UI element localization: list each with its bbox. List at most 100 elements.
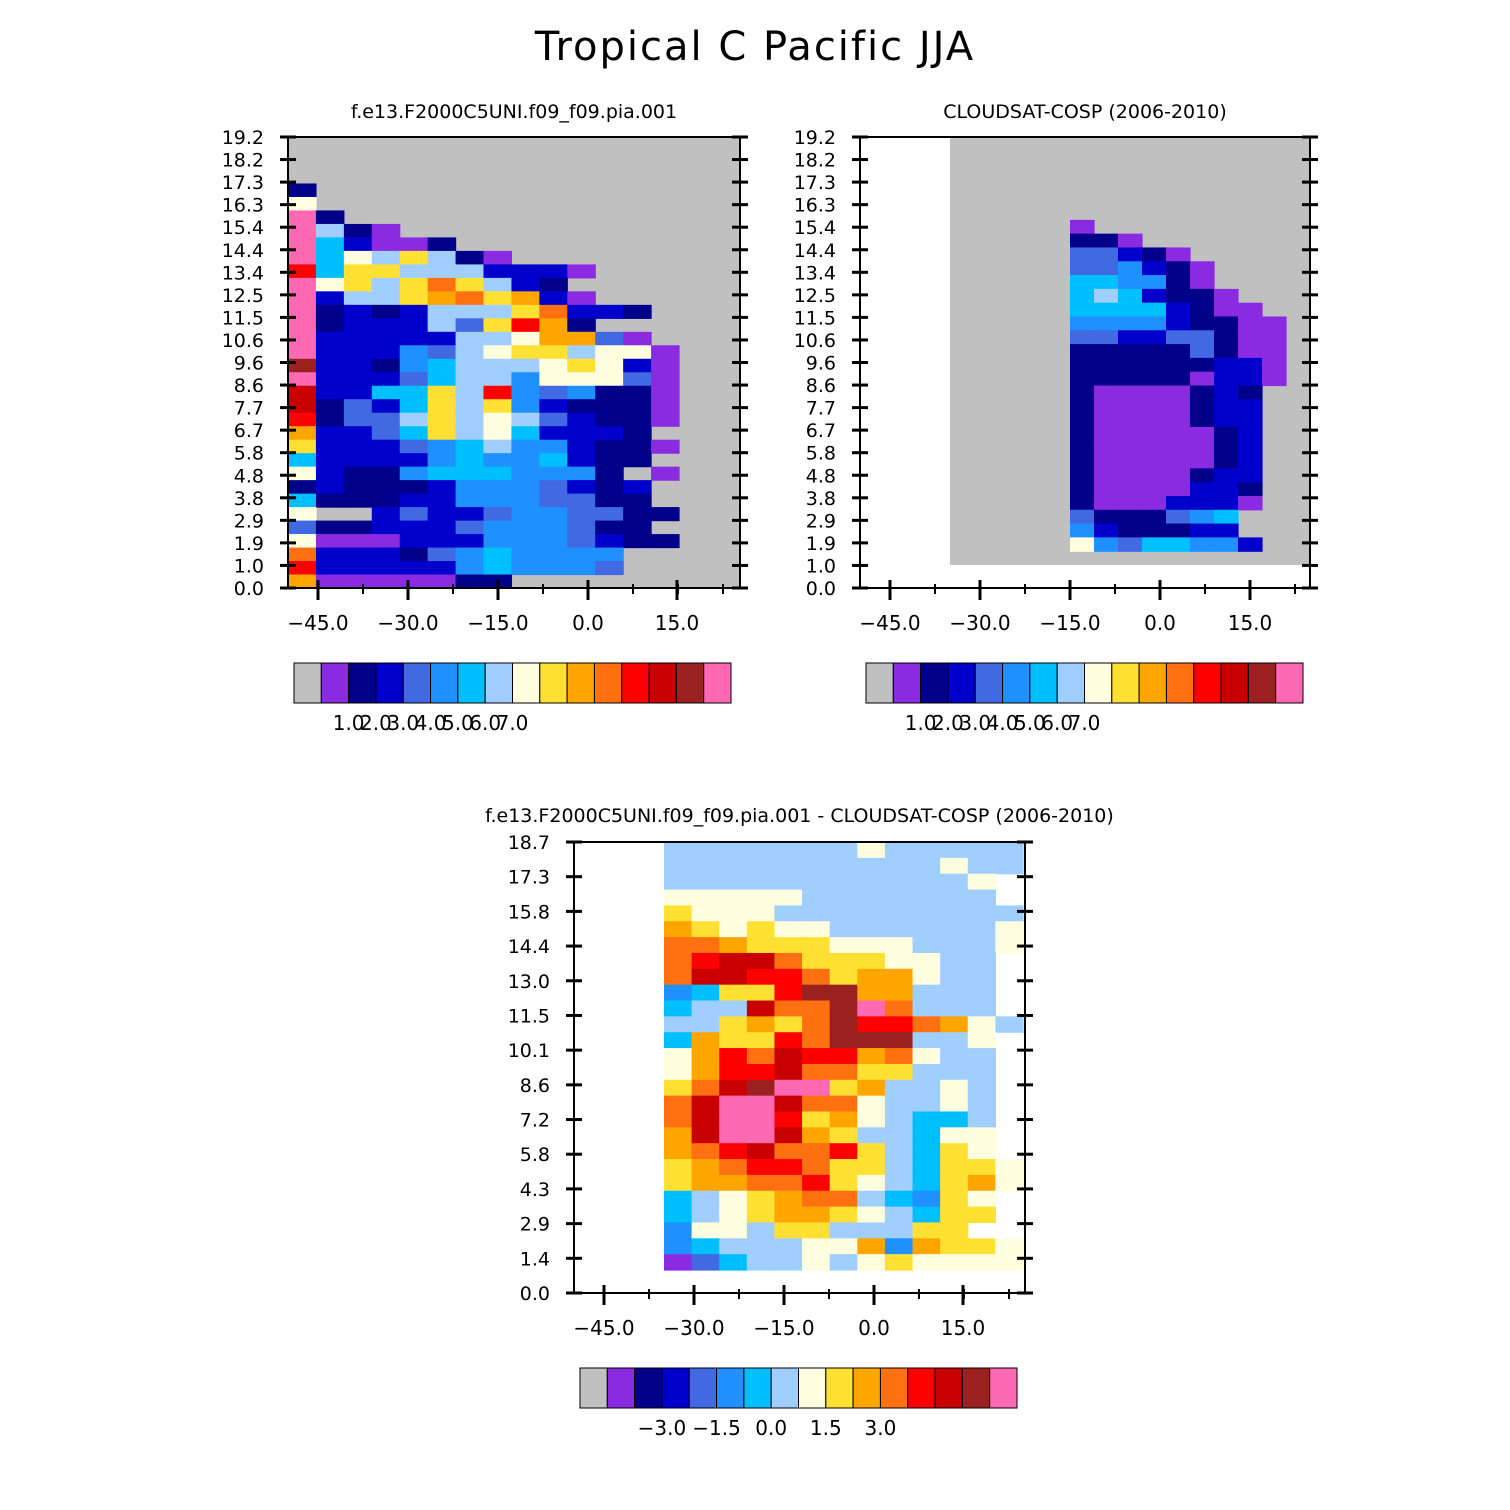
heatmap-cell (1142, 302, 1167, 318)
heatmap-cell (829, 1111, 858, 1128)
heatmap-cell (511, 453, 540, 468)
heatmap-cell (884, 1222, 914, 1239)
colorbar-label: −3.0 (638, 1416, 687, 1440)
y-tick-label: 11.5 (222, 307, 264, 329)
heatmap-cell (371, 237, 401, 252)
heatmap-cell (967, 1159, 996, 1176)
heatmap-cell (884, 968, 914, 986)
heatmap-cell (857, 1032, 886, 1049)
heatmap-cell (719, 1111, 748, 1128)
heatmap-cell (829, 905, 858, 922)
heatmap-cell (1118, 509, 1143, 525)
heatmap-cell (802, 1063, 831, 1081)
heatmap-cell (595, 385, 624, 400)
heatmap-cell (884, 1190, 914, 1208)
heatmap-cell (774, 842, 803, 859)
y-tick-label: 0.0 (520, 1283, 550, 1305)
heatmap-cell (940, 1254, 969, 1271)
heatmap-cell (1142, 316, 1167, 331)
heatmap-cell (1070, 233, 1095, 249)
heatmap-cell (595, 466, 624, 481)
heatmap-cell (664, 1000, 693, 1017)
heatmap-cell (1166, 509, 1191, 525)
heatmap-cell (539, 493, 568, 508)
colorbar-label: 7.0 (1069, 711, 1101, 735)
heatmap-cell (315, 277, 345, 292)
heatmap-cell (664, 921, 693, 938)
heatmap-cell (1094, 482, 1119, 497)
colorbar-box (1056, 662, 1085, 704)
heatmap-cell (746, 873, 776, 891)
heatmap-cell (455, 466, 485, 481)
heatmap-cell (315, 493, 345, 508)
heatmap-cell (399, 547, 429, 562)
heatmap-cell (1262, 316, 1287, 331)
heatmap-cell (691, 1000, 720, 1017)
heatmap-cell (802, 1254, 831, 1271)
heatmap-cell (664, 1095, 693, 1113)
colorbar-box (907, 1367, 936, 1409)
heatmap-cell (399, 520, 429, 535)
heatmap-cell (288, 507, 317, 522)
heatmap-cell (940, 1143, 969, 1160)
heatmap-cell (1118, 357, 1143, 373)
heatmap-cell (829, 1254, 858, 1271)
colorbar-label: −1.5 (692, 1416, 741, 1440)
heatmap-cell (884, 1048, 914, 1065)
heatmap-cell (343, 291, 373, 306)
heatmap-cell (651, 372, 680, 387)
heatmap-cell (288, 439, 317, 454)
heatmap-cell (857, 1190, 886, 1208)
heatmap-cell (343, 426, 373, 441)
colorbar-label: 4.0 (415, 711, 447, 735)
heatmap-cell (719, 1254, 748, 1271)
heatmap-cell (774, 1111, 803, 1128)
heatmap-cell (288, 264, 317, 279)
heatmap-cell (691, 1143, 720, 1160)
heatmap-cell (567, 331, 596, 346)
heatmap-cell (483, 318, 513, 333)
colorbar-box (961, 1367, 991, 1409)
heatmap-cell (719, 1048, 748, 1065)
heatmap-cell (691, 1111, 720, 1128)
heatmap-cell (1070, 371, 1095, 387)
heatmap-cell (343, 399, 373, 414)
heatmap-cell (371, 331, 401, 346)
heatmap-cell (623, 331, 652, 346)
heatmap-cell (399, 426, 429, 441)
heatmap-cell (567, 480, 596, 495)
heatmap-cell (1190, 399, 1215, 414)
heatmap-cell (1142, 468, 1167, 483)
colorbar-box (743, 1367, 772, 1409)
heatmap-cell (1190, 385, 1215, 400)
heatmap-cell (595, 493, 624, 508)
heatmap-cell (595, 345, 624, 360)
colorbar-box (920, 662, 949, 704)
heatmap-cell (539, 426, 568, 441)
heatmap-cell (719, 1174, 748, 1192)
heatmap-cell (1070, 247, 1095, 262)
y-tick-label: 3.8 (806, 488, 836, 510)
heatmap-cell (1190, 330, 1215, 345)
heatmap-cell (774, 1079, 803, 1097)
heatmap-cell (623, 358, 652, 373)
heatmap-cell (802, 1174, 831, 1192)
heatmap-cell (623, 412, 652, 427)
heatmap-cell (651, 466, 680, 481)
heatmap-cell (940, 842, 969, 859)
heatmap-cell (539, 412, 568, 427)
x-tick-label: −30.0 (377, 611, 438, 635)
heatmap-cell (857, 1111, 886, 1128)
heatmap-cell (664, 1159, 693, 1176)
heatmap-cell (1190, 275, 1215, 290)
heatmap-cell (399, 574, 429, 589)
heatmap-cell (399, 250, 429, 265)
heatmap-cell (664, 968, 693, 986)
y-tick-label: 16.3 (794, 195, 836, 217)
heatmap-cell (1166, 468, 1191, 483)
heatmap-cell (719, 1222, 748, 1239)
panel-difference: f.e13.F2000C5UNI.f09_f09.pia.001 - CLOUD… (485, 805, 1114, 1440)
heatmap-cell (802, 921, 831, 938)
heatmap-cell (940, 1127, 969, 1144)
heatmap-cell (623, 426, 652, 441)
